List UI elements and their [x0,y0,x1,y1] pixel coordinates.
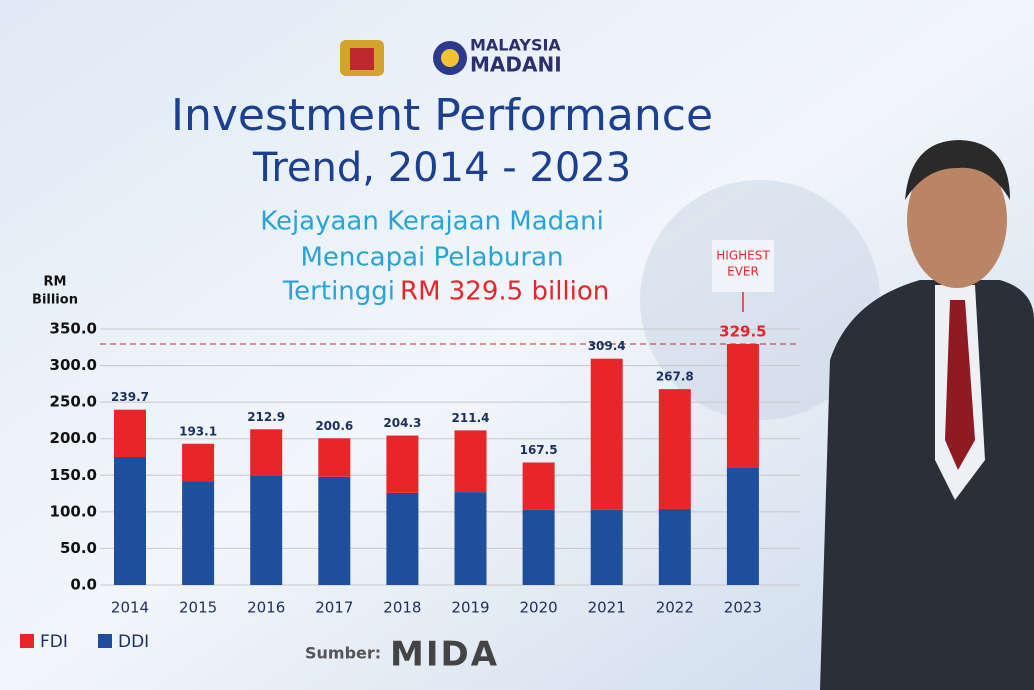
x-tick-label: 2021 [588,599,626,617]
y-tick-label: 50.0 [60,539,97,557]
bar-segment [250,475,283,585]
x-tick-label: 2018 [383,599,421,617]
logo-text: MADANI [470,53,562,77]
bar-segment [522,509,555,585]
legend-swatch [20,634,34,648]
x-tick-label: 2015 [179,599,217,617]
subtitle: Kejayaan Kerajaan Madani [260,207,604,237]
source-logo: MIDA [390,635,499,675]
bar-segment [182,481,215,585]
total-label: 211.4 [452,411,490,425]
x-tick-label: 2019 [451,599,489,617]
x-tick-label: 2022 [656,599,694,617]
bar-segment [590,358,623,510]
total-label: 309.4 [588,339,626,353]
y-tick-label: 350.0 [50,320,97,338]
gear-decoration [640,180,880,420]
source-label: Sumber: [305,644,381,663]
subtitle: Tertinggi [282,277,395,307]
total-label: 329.5 [719,322,766,340]
bar-segment [318,438,351,477]
bar-segment [114,409,146,457]
x-tick-label: 2014 [111,599,149,617]
bar-segment [658,508,691,585]
y-tick-label: 150.0 [50,466,97,484]
madani-logo: MALAYSIA MADANI [433,36,562,77]
annotation-box [712,240,774,292]
bar-segment [658,389,691,509]
subtitle-highlight: RM 329.5 billion [400,277,609,307]
total-label: 200.6 [315,419,353,433]
y-tick-label: 300.0 [50,356,97,374]
total-label: 204.3 [383,416,421,430]
bar-segment [454,430,487,493]
y-tick-label: 100.0 [50,502,97,520]
portrait [820,140,1034,690]
bar-segment [386,492,419,585]
title: Investment Performance [171,90,713,141]
crest-logo [340,40,384,76]
bar-segment [114,457,146,585]
bar-segment [454,492,487,585]
bar-segment [726,343,759,468]
bar-segment [250,429,283,476]
bar-segment [318,476,351,585]
legend-label: DDI [118,632,149,652]
total-label: 193.1 [179,424,217,438]
annotation: HIGHEST [716,249,770,263]
y-tick-label: 250.0 [50,393,97,411]
y-tick-label: 200.0 [50,429,97,447]
annotation: EVER [727,265,759,279]
bar-segment [386,435,419,493]
y-axis-label: RM [44,275,67,290]
subtitle: Mencapai Pelaburan [300,243,563,273]
bar-segment [522,462,555,510]
total-label: 239.7 [111,390,149,404]
plot: 0.0 50.0 100.0 150.0 200.0 250.0 300.0 350.0 239… [20,320,800,652]
x-tick-label: 2017 [315,599,353,617]
total-label: 212.9 [247,410,285,424]
legend-swatch [98,634,112,648]
y-axis-label: Billion [32,293,78,308]
bar-segment [590,509,623,585]
legend-label: FDI [40,632,68,652]
bar-segment [182,443,215,482]
title: Trend, 2014 - 2023 [252,145,631,191]
x-tick-label: 2023 [724,599,762,617]
total-label: 267.8 [656,370,694,384]
x-tick-label: 2016 [247,599,285,617]
x-tick-label: 2020 [520,599,558,617]
y-tick-label: 0.0 [70,576,97,594]
logo-text: MALAYSIA [470,36,561,55]
bar-segment [726,467,759,585]
total-label: 167.5 [520,443,558,457]
